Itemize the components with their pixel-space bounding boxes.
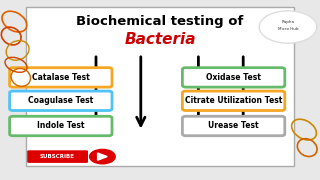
Text: Micro Hub: Micro Hub: [278, 27, 298, 31]
FancyBboxPatch shape: [182, 68, 285, 87]
Text: Catalase Test: Catalase Test: [32, 73, 90, 82]
Circle shape: [90, 149, 115, 164]
Text: Indole Test: Indole Test: [37, 122, 84, 130]
Text: Bacteria: Bacteria: [124, 32, 196, 47]
Text: Coagulase Test: Coagulase Test: [28, 96, 93, 105]
FancyBboxPatch shape: [182, 116, 285, 136]
FancyBboxPatch shape: [26, 7, 294, 166]
FancyBboxPatch shape: [10, 68, 112, 87]
Text: Urease Test: Urease Test: [208, 122, 259, 130]
FancyBboxPatch shape: [27, 150, 88, 163]
Text: Rapha: Rapha: [282, 20, 294, 24]
FancyBboxPatch shape: [10, 116, 112, 136]
FancyBboxPatch shape: [10, 91, 112, 111]
Text: SUBSCRIBE: SUBSCRIBE: [40, 154, 75, 159]
FancyBboxPatch shape: [182, 91, 285, 111]
Circle shape: [259, 11, 317, 43]
Text: Biochemical testing of: Biochemical testing of: [76, 15, 244, 28]
Polygon shape: [98, 153, 107, 160]
Text: Citrate Utilization Test: Citrate Utilization Test: [185, 96, 282, 105]
Text: Oxidase Test: Oxidase Test: [206, 73, 261, 82]
